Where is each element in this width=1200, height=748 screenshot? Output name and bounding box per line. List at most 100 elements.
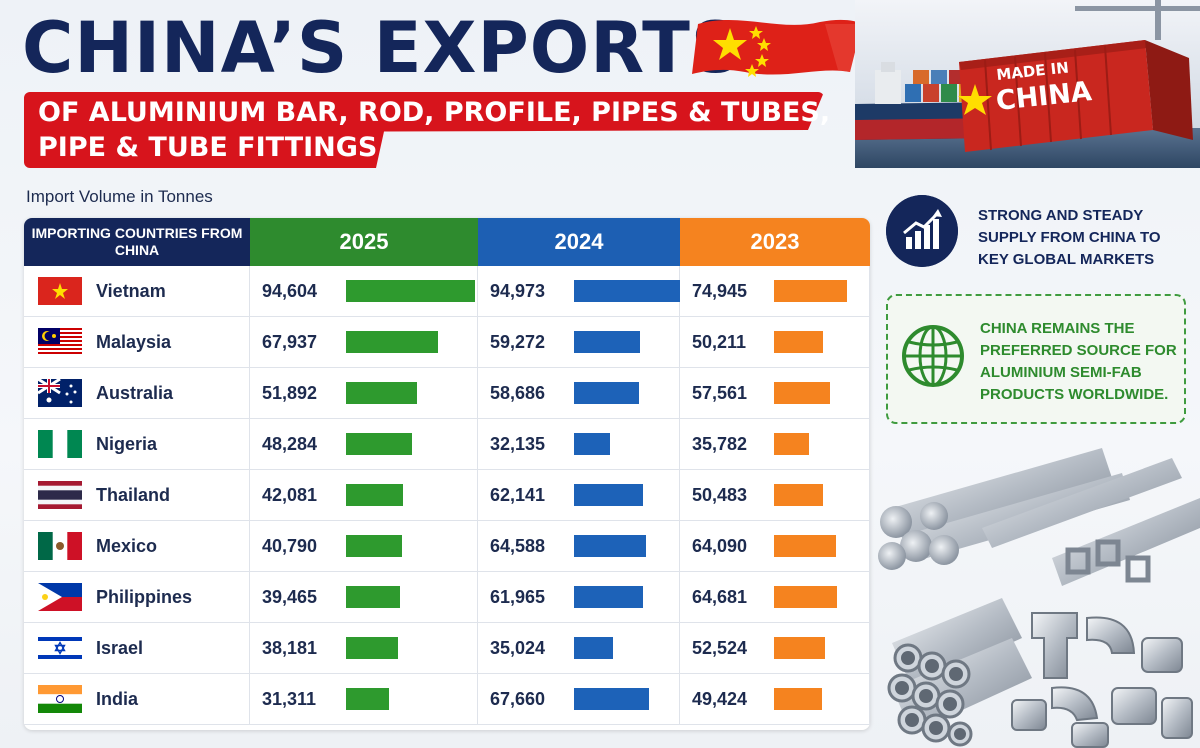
flag-mexico-icon	[38, 532, 82, 560]
value-cell-2025: 31,311	[250, 674, 478, 724]
header-2024: 2024	[478, 218, 680, 266]
table-row: India 31,311 67,660 49,424	[24, 674, 870, 725]
value-cell-2025: 51,892	[250, 368, 478, 418]
flag-india-icon	[38, 685, 82, 713]
table-row: Thailand 42,081 62,141 50,483	[24, 470, 870, 521]
value-label: 39,465	[262, 587, 318, 607]
table-row: Mexico 40,790 64,588 64,090	[24, 521, 870, 572]
value-bar	[346, 382, 417, 404]
value-cell-2025: 67,937	[250, 317, 478, 367]
value-label: 32,135	[490, 434, 546, 454]
value-bar	[574, 688, 649, 710]
country-name: India	[96, 689, 139, 709]
value-bar	[774, 331, 823, 353]
value-cell-2023: 50,211	[680, 317, 870, 367]
value-bar	[774, 586, 837, 608]
value-label: 35,024	[490, 638, 546, 658]
china-flag-icon	[692, 19, 862, 77]
value-bar	[346, 484, 403, 506]
container-ship-image: MADE IN CHINA	[855, 0, 1200, 168]
globe-icon	[902, 325, 964, 387]
country-name: Malaysia	[96, 332, 172, 352]
flag-vietnam-icon	[38, 277, 82, 305]
value-label: 31,311	[262, 689, 317, 709]
value-label: 51,892	[262, 383, 318, 403]
value-bar	[774, 280, 847, 302]
value-bar	[574, 637, 613, 659]
value-bar	[774, 688, 822, 710]
value-bar	[774, 433, 809, 455]
value-bar	[774, 382, 830, 404]
value-cell-2025: 42,081	[250, 470, 478, 520]
flag-israel-icon	[38, 634, 82, 662]
country-cell: Mexico	[24, 521, 250, 571]
flag-australia-icon	[38, 379, 82, 407]
table-row: Vietnam 94,604 94,973 74,945	[24, 266, 870, 317]
value-cell-2025: 48,284	[250, 419, 478, 469]
value-cell-2024: 61,965	[478, 572, 680, 622]
country-cell: Malaysia	[24, 317, 250, 367]
country-name: Vietnam	[96, 281, 166, 301]
value-cell-2025: 39,465	[250, 572, 478, 622]
value-label: 50,211	[692, 332, 747, 352]
value-cell-2025: 94,604	[250, 266, 478, 316]
country-cell: India	[24, 674, 250, 724]
country-cell: Nigeria	[24, 419, 250, 469]
value-bar	[574, 433, 610, 455]
value-bar	[574, 382, 639, 404]
value-label: 42,081	[262, 485, 318, 505]
country-cell: Thailand	[24, 470, 250, 520]
value-label: 40,790	[262, 536, 318, 556]
value-cell-2025: 38,181	[250, 623, 478, 673]
value-cell-2024: 58,686	[478, 368, 680, 418]
value-bar	[346, 331, 438, 353]
growth-chart-icon	[886, 195, 958, 267]
value-cell-2023: 64,090	[680, 521, 870, 571]
value-bar	[346, 688, 389, 710]
table-row: Philippines 39,465 61,965 64,681	[24, 572, 870, 623]
value-bar	[574, 586, 643, 608]
value-bar	[574, 331, 640, 353]
value-label: 58,686	[490, 383, 546, 403]
header-country: IMPORTING COUNTRIES FROM CHINA	[24, 218, 250, 266]
value-cell-2024: 64,588	[478, 521, 680, 571]
value-label: 57,561	[692, 383, 748, 403]
country-name: Nigeria	[96, 434, 158, 454]
country-cell: Philippines	[24, 572, 250, 622]
value-cell-2023: 52,524	[680, 623, 870, 673]
header-2023: 2023	[680, 218, 870, 266]
value-label: 52,524	[692, 638, 748, 658]
country-cell: Israel	[24, 623, 250, 673]
value-label: 62,141	[490, 485, 546, 505]
value-cell-2024: 59,272	[478, 317, 680, 367]
country-name: Thailand	[96, 485, 171, 505]
value-cell-2024: 32,135	[478, 419, 680, 469]
flag-nigeria-icon	[38, 430, 82, 458]
table-row: Australia 51,892 58,686 57,561	[24, 368, 870, 419]
value-label: 59,272	[490, 332, 546, 352]
value-bar	[774, 535, 836, 557]
unit-label: Import Volume in Tonnes	[26, 187, 213, 206]
value-cell-2023: 57,561	[680, 368, 870, 418]
subtitle-line-1: OF ALUMINIUM BAR, ROD, PROFILE, PIPES & …	[38, 97, 831, 128]
export-table: IMPORTING COUNTRIES FROM CHINA 2025 2024…	[24, 218, 870, 730]
value-label: 48,284	[262, 434, 318, 454]
value-bar	[346, 433, 412, 455]
value-cell-2024: 67,660	[478, 674, 680, 724]
value-cell-2023: 35,782	[680, 419, 870, 469]
value-label: 49,424	[692, 689, 748, 709]
country-name: Mexico	[96, 536, 158, 556]
value-cell-2024: 35,024	[478, 623, 680, 673]
value-cell-2023: 74,945	[680, 266, 870, 316]
country-name: Israel	[96, 638, 144, 658]
value-cell-2023: 49,424	[680, 674, 870, 724]
subtitle-line-2: PIPE & TUBE FITTINGS	[38, 132, 378, 163]
aluminium-products-image	[878, 448, 1200, 748]
table-row: Israel 38,181 35,024 52,524	[24, 623, 870, 674]
value-label: 94,604	[262, 281, 318, 301]
flag-thailand-icon	[38, 481, 82, 509]
value-bar	[346, 586, 400, 608]
value-label: 50,483	[692, 485, 748, 505]
value-label: 67,660	[490, 689, 546, 709]
country-name: Australia	[96, 383, 174, 403]
